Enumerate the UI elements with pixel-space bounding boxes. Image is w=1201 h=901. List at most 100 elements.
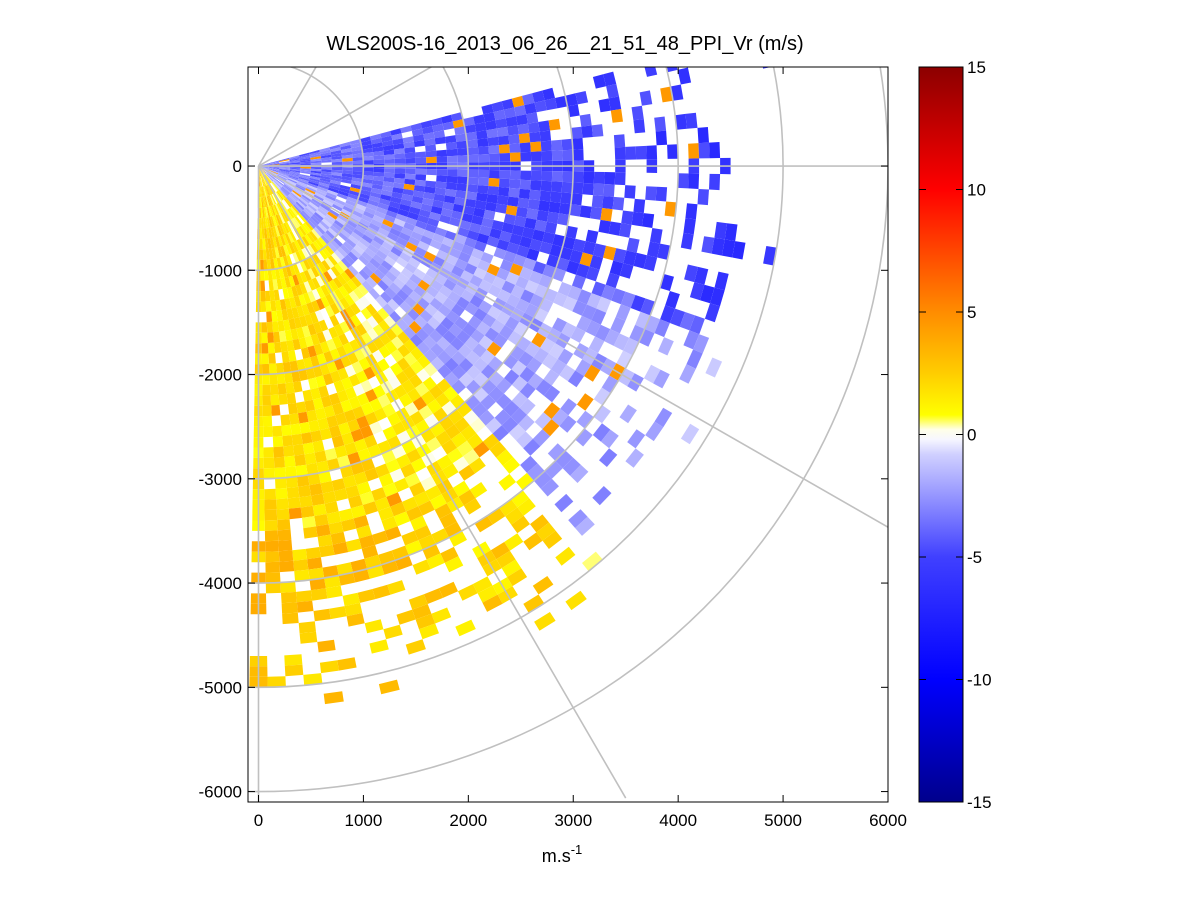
velocity-cell xyxy=(284,197,293,207)
velocity-cell xyxy=(302,442,315,455)
velocity-cell xyxy=(296,200,306,209)
velocity-cell xyxy=(415,168,427,175)
velocity-cell xyxy=(352,406,366,420)
velocity-cell xyxy=(263,196,267,208)
colorbar-tick-label: -15 xyxy=(967,793,992,812)
velocity-cell xyxy=(305,547,321,560)
velocity-cell xyxy=(511,490,530,508)
velocity-cell xyxy=(401,313,415,327)
velocity-cell xyxy=(393,148,405,155)
velocity-cell xyxy=(449,530,467,547)
velocity-cell xyxy=(272,321,279,333)
velocity-cell xyxy=(320,395,333,408)
velocity-cell xyxy=(263,447,274,458)
y-tick-label: -4000 xyxy=(199,574,242,593)
velocity-cell xyxy=(473,267,487,280)
velocity-cell xyxy=(304,207,314,216)
velocity-cell xyxy=(378,245,391,256)
velocity-cell xyxy=(289,156,300,161)
velocity-cell xyxy=(350,183,362,190)
velocity-cell xyxy=(364,247,376,258)
velocity-cell xyxy=(487,507,506,525)
velocity-cell xyxy=(360,379,373,393)
velocity-cell xyxy=(306,184,318,191)
velocity-cell xyxy=(369,398,383,412)
velocity-cell xyxy=(267,676,286,688)
velocity-cell xyxy=(348,235,359,245)
velocity-cell xyxy=(467,147,479,156)
velocity-cell xyxy=(278,172,289,177)
velocity-cell xyxy=(526,112,539,124)
velocity-cell xyxy=(317,207,328,217)
velocity-cell xyxy=(266,172,276,179)
velocity-cell xyxy=(279,168,290,171)
velocity-cell xyxy=(295,464,308,477)
velocity-cell xyxy=(613,134,626,148)
velocity-cell xyxy=(405,157,416,164)
velocity-cell xyxy=(259,238,263,250)
velocity-cell xyxy=(380,291,392,304)
velocity-cell xyxy=(262,175,268,186)
velocity-cell xyxy=(349,339,361,352)
velocity-cell xyxy=(356,200,368,208)
velocity-cell xyxy=(388,282,401,294)
velocity-cell xyxy=(328,279,339,292)
velocity-cell xyxy=(359,491,375,505)
velocity-cell xyxy=(307,183,318,189)
velocity-cell xyxy=(352,210,364,219)
velocity-cell xyxy=(272,237,278,248)
velocity-cell xyxy=(495,203,508,214)
velocity-cell xyxy=(709,142,721,159)
velocity-cell xyxy=(258,164,269,166)
velocity-cell xyxy=(342,167,353,171)
velocity-cell xyxy=(341,377,353,390)
velocity-cell xyxy=(530,170,542,181)
velocity-cell xyxy=(361,144,373,150)
velocity-cell xyxy=(532,229,545,242)
velocity-cell xyxy=(536,210,549,222)
velocity-cell xyxy=(280,188,289,197)
velocity-cell xyxy=(259,186,262,198)
velocity-cell xyxy=(301,347,311,360)
velocity-cell xyxy=(277,174,288,180)
velocity-cell xyxy=(685,112,698,129)
colorbar-tick-label: 0 xyxy=(967,426,976,445)
velocity-cell xyxy=(534,412,552,430)
velocity-cell xyxy=(284,654,303,666)
velocity-cell xyxy=(592,243,607,258)
velocity-cell xyxy=(351,149,363,155)
velocity-cell xyxy=(503,107,516,119)
velocity-cell xyxy=(271,182,279,191)
velocity-cell xyxy=(518,133,531,144)
velocity-cell xyxy=(289,193,299,202)
velocity-cell xyxy=(495,118,508,129)
velocity-cell xyxy=(444,343,458,358)
velocity-cell xyxy=(508,187,520,198)
velocity-cell xyxy=(532,261,547,275)
velocity-cell xyxy=(547,443,566,461)
velocity-cell xyxy=(383,154,395,160)
velocity-cell xyxy=(278,157,290,162)
velocity-cell xyxy=(261,175,266,186)
velocity-cell xyxy=(429,239,442,250)
velocity-cell xyxy=(361,182,373,188)
velocity-cell xyxy=(410,457,427,473)
velocity-cell xyxy=(501,222,515,234)
velocity-cell xyxy=(433,130,445,139)
velocity-cell xyxy=(342,475,357,489)
velocity-cell xyxy=(319,363,331,376)
velocity-cell xyxy=(275,299,282,311)
velocity-cell xyxy=(262,415,273,427)
velocity-cell xyxy=(341,173,353,178)
velocity-cell xyxy=(520,455,538,473)
velocity-cell xyxy=(441,401,457,416)
velocity-cell xyxy=(286,179,297,185)
velocity-cell xyxy=(488,356,504,372)
velocity-cell xyxy=(540,180,552,192)
velocity-cell xyxy=(277,202,284,213)
velocity-cell xyxy=(261,353,269,365)
velocity-cell xyxy=(347,451,361,466)
velocity-cell xyxy=(330,177,342,182)
velocity-cell xyxy=(270,237,275,249)
